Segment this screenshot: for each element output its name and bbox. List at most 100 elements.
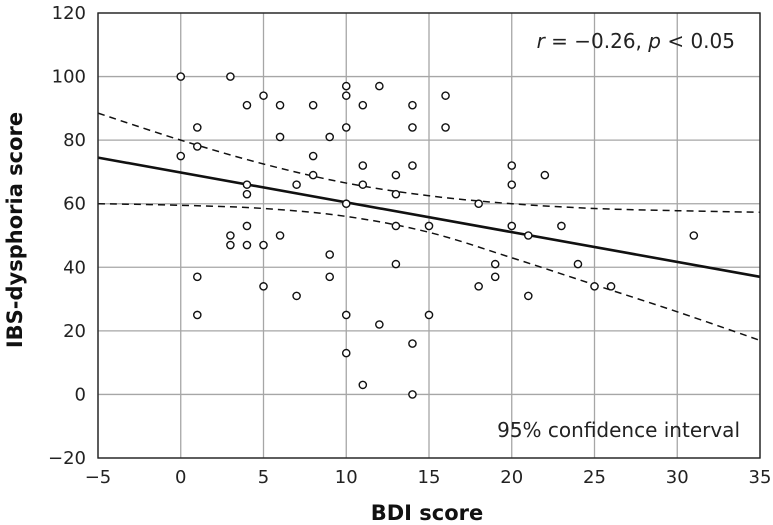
data-point [408, 390, 417, 399]
data-point [192, 123, 202, 132]
data-point [441, 91, 450, 100]
stat-annotation: r = −0.26, p < 0.05 [537, 29, 735, 53]
ci-upper-line [97, 112, 761, 214]
data-point [408, 123, 417, 132]
data-point [226, 72, 235, 81]
data-point [606, 282, 616, 291]
x-tick-label: 30 [666, 467, 689, 488]
y-tick-label: 120 [52, 3, 86, 24]
data-point [176, 72, 186, 81]
data-point [441, 123, 450, 132]
data-point [341, 81, 351, 91]
stat-r-value: = −0.26, [545, 29, 648, 53]
y-tick-label: 80 [63, 130, 86, 151]
y-tick-label: 0 [75, 384, 86, 405]
data-point [689, 231, 699, 240]
data-point [507, 221, 517, 231]
data-point [358, 100, 368, 110]
data-point [391, 189, 401, 199]
data-point [308, 151, 318, 161]
data-point [408, 339, 417, 348]
data-point [341, 91, 351, 100]
y-tick-label: −20 [48, 448, 86, 469]
data-point [308, 100, 318, 110]
x-tick-label: 5 [258, 467, 269, 488]
data-point [226, 231, 235, 240]
data-point [325, 250, 335, 259]
data-point [308, 170, 318, 180]
data-point [358, 161, 368, 170]
data-point [507, 161, 517, 170]
data-point [325, 132, 335, 142]
data-point [557, 221, 566, 231]
data-point [192, 142, 202, 151]
x-tick-label: −5 [85, 467, 112, 488]
data-point [341, 199, 351, 209]
x-tick-label: 35 [749, 467, 772, 488]
data-point [358, 180, 368, 189]
regression-line [97, 156, 761, 279]
data-point [341, 310, 351, 320]
x-axis-title: BDI score [371, 501, 484, 525]
data-points [176, 72, 699, 399]
data-point [391, 170, 401, 180]
y-tick-labels: −20 0 20 40 60 80 100 120 [48, 3, 86, 469]
data-point [259, 282, 268, 291]
data-point [375, 320, 384, 329]
data-point [540, 170, 550, 180]
x-tick-label: 20 [500, 467, 523, 488]
data-point [490, 272, 500, 282]
ci-label: 95% confidence interval [497, 418, 740, 442]
data-point [375, 81, 384, 91]
data-point [524, 231, 533, 240]
y-axis-title: IBS-dysphoria score [3, 112, 27, 348]
y-tick-label: 100 [52, 67, 86, 88]
stat-r-symbol: r [537, 29, 547, 53]
data-point [358, 380, 368, 390]
data-point [507, 180, 517, 189]
stat-p-symbol: p [647, 29, 661, 53]
data-point [341, 348, 351, 358]
data-point [424, 310, 434, 320]
data-point [242, 180, 252, 189]
data-point [275, 100, 285, 110]
data-point [408, 100, 417, 110]
data-point [590, 282, 599, 291]
data-point [524, 291, 533, 301]
data-point [391, 259, 401, 269]
data-point [573, 259, 583, 269]
data-point [391, 221, 401, 231]
x-tick-label: 15 [418, 467, 441, 488]
x-tick-label: 25 [583, 467, 606, 488]
data-point [325, 272, 335, 282]
data-point [259, 91, 268, 100]
y-tick-label: 40 [63, 257, 86, 278]
confidence-interval [97, 112, 761, 342]
data-point [176, 151, 186, 161]
x-tick-label: 10 [335, 467, 358, 488]
data-point [292, 291, 301, 301]
y-tick-label: 60 [63, 194, 86, 215]
x-tick-label: 0 [175, 467, 186, 488]
data-point [242, 240, 252, 250]
data-point [275, 231, 285, 240]
y-tick-label: 20 [63, 321, 86, 342]
stat-p-value: < 0.05 [661, 29, 735, 53]
x-tick-labels: −5 0 5 10 15 20 25 30 35 [85, 467, 772, 488]
data-point [259, 240, 268, 250]
data-point [242, 221, 252, 231]
data-point [242, 189, 252, 199]
ci-lower-line [97, 202, 761, 342]
data-point [474, 282, 483, 291]
plot-frame [97, 12, 761, 459]
data-point [192, 272, 202, 282]
data-point [490, 259, 500, 269]
data-point [341, 123, 351, 132]
data-point [292, 180, 301, 189]
data-point [474, 199, 483, 209]
data-point [275, 132, 285, 142]
data-point [408, 161, 417, 170]
data-point [424, 221, 434, 231]
grid [97, 12, 761, 459]
data-point [226, 240, 235, 250]
